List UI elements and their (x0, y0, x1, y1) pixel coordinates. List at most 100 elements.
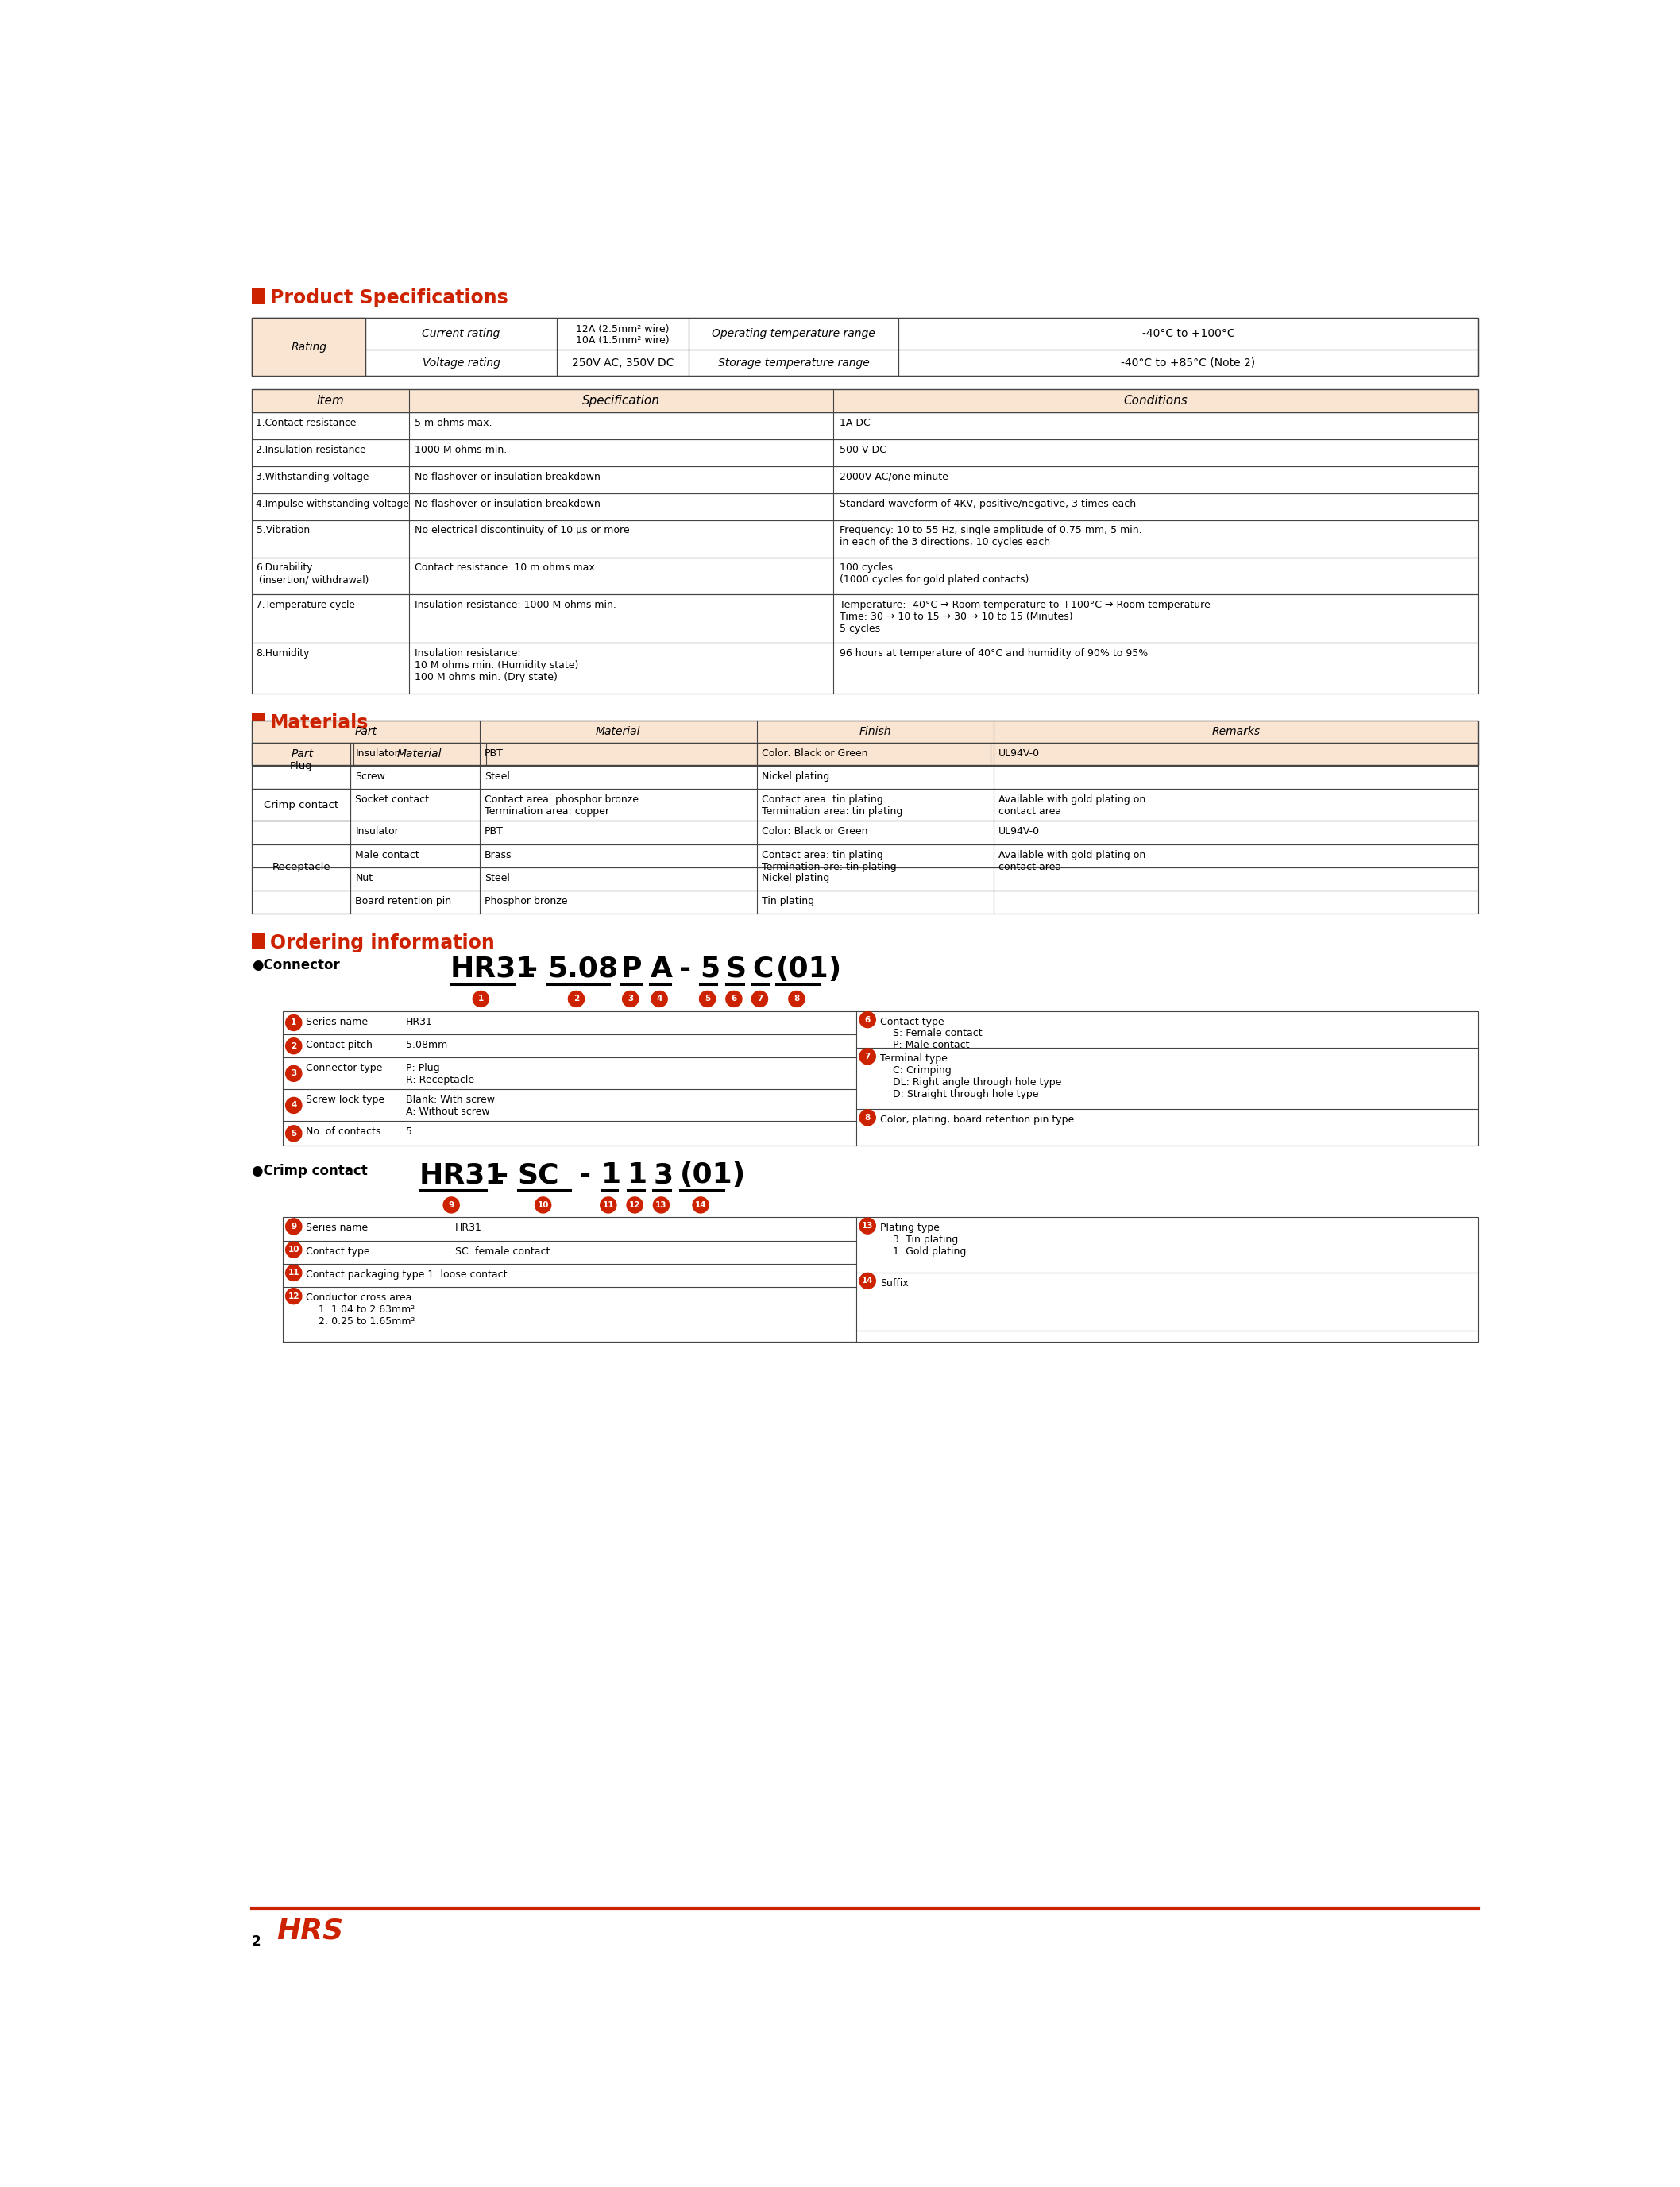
Text: 6: 6 (865, 1015, 870, 1024)
Text: 11: 11 (287, 1268, 299, 1277)
Bar (252, 595, 1478, 643)
Text: Contact area: tin plating
Termination area: tin plating: Contact area: tin plating Termination ar… (761, 794, 902, 818)
Text: Board retention pin: Board retention pin (354, 897, 452, 905)
Text: Material: Material (596, 726, 640, 737)
Text: 5: 5 (704, 995, 711, 1004)
Circle shape (788, 991, 805, 1006)
Text: 9: 9 (291, 1223, 297, 1231)
Bar (252, 643, 1478, 693)
Bar (252, 844, 1478, 868)
Text: No electrical discontinuity of 10 μs or more: No electrical discontinuity of 10 μs or … (415, 525, 630, 536)
Circle shape (692, 1196, 709, 1214)
Text: Contact pitch: Contact pitch (306, 1039, 373, 1050)
Text: -: - (580, 1161, 591, 1188)
Text: S: Female contact
    P: Male contact: S: Female contact P: Male contact (880, 1028, 983, 1050)
Text: (01): (01) (776, 956, 842, 982)
Text: Specification: Specification (583, 394, 660, 407)
Text: Steel: Steel (484, 873, 509, 884)
Text: 5.08mm: 5.08mm (407, 1039, 447, 1050)
Text: 5.08: 5.08 (548, 956, 618, 982)
Text: Material: Material (396, 748, 442, 759)
Text: -: - (526, 956, 538, 982)
Bar (899, 350, 1478, 376)
Text: 11: 11 (603, 1201, 615, 1209)
Circle shape (860, 1109, 875, 1126)
Bar (252, 289, 264, 304)
Text: P: P (622, 956, 642, 982)
Text: S: S (726, 956, 746, 982)
Circle shape (286, 1288, 302, 1303)
Text: Rating: Rating (291, 341, 326, 352)
Text: -: - (679, 956, 690, 982)
Bar (252, 934, 264, 949)
Text: Color, plating, board retention pin type: Color, plating, board retention pin type (880, 1115, 1074, 1124)
Text: HR31: HR31 (407, 1017, 433, 1028)
Text: 100 cycles
(1000 cycles for gold plated contacts): 100 cycles (1000 cycles for gold plated … (840, 562, 1030, 586)
Text: Nickel plating: Nickel plating (761, 873, 830, 884)
Bar (252, 317, 1478, 376)
Circle shape (860, 1013, 875, 1028)
Text: HRS: HRS (277, 1918, 343, 1944)
Text: 14: 14 (696, 1201, 707, 1209)
Circle shape (444, 1196, 459, 1214)
Text: 5: 5 (701, 956, 721, 982)
Circle shape (286, 1218, 302, 1233)
Circle shape (860, 1218, 875, 1233)
Text: 2000V AC/one minute: 2000V AC/one minute (840, 472, 949, 481)
Text: 1.Contact resistance: 1.Contact resistance (255, 418, 356, 429)
Text: 8.Humidity: 8.Humidity (255, 647, 309, 658)
Bar (366, 317, 556, 350)
Text: Contact type: Contact type (880, 1017, 944, 1028)
Text: 3.Withstanding voltage: 3.Withstanding voltage (255, 472, 370, 481)
Text: Conductor cross area
    1: 1.04 to 2.63mm²
    2: 0.25 to 1.65mm²: Conductor cross area 1: 1.04 to 2.63mm² … (306, 1293, 415, 1328)
Text: 5: 5 (291, 1128, 297, 1137)
Text: Suffix: Suffix (880, 1277, 909, 1288)
Text: Socket contact: Socket contact (354, 794, 428, 805)
Text: Storage temperature range: Storage temperature range (717, 356, 869, 367)
Bar (366, 350, 556, 376)
Text: Series name: Series name (306, 1223, 368, 1233)
Text: Item: Item (316, 394, 344, 407)
Text: Contact area: phosphor bronze
Termination area: copper: Contact area: phosphor bronze Terminatio… (484, 794, 638, 818)
Text: Operating temperature range: Operating temperature range (712, 328, 875, 339)
Bar (252, 765, 1478, 790)
Text: Voltage rating: Voltage rating (422, 356, 501, 367)
Text: 7: 7 (756, 995, 763, 1004)
Text: 2: 2 (252, 1933, 260, 1949)
Bar (252, 744, 1478, 765)
Circle shape (623, 991, 638, 1006)
Text: 3: 3 (628, 995, 633, 1004)
Text: Terminal type: Terminal type (880, 1054, 948, 1063)
Bar (252, 466, 1478, 492)
Bar (252, 558, 1478, 595)
Text: Frequency: 10 to 55 Hz, single amplitude of 0.75 mm, 5 min.
in each of the 3 dir: Frequency: 10 to 55 Hz, single amplitude… (840, 525, 1142, 547)
Text: 10A (1.5mm² wire): 10A (1.5mm² wire) (576, 335, 669, 346)
Text: A: A (650, 956, 672, 982)
Text: UL94V-0: UL94V-0 (998, 827, 1040, 838)
Text: Nickel plating: Nickel plating (761, 772, 830, 781)
Bar (556, 317, 689, 350)
Text: 96 hours at temperature of 40°C and humidity of 90% to 95%: 96 hours at temperature of 40°C and humi… (840, 647, 1147, 658)
Text: PBT: PBT (484, 827, 504, 838)
Bar (252, 890, 1478, 914)
Bar (252, 713, 264, 728)
Text: Contact packaging type 1: loose contact: Contact packaging type 1: loose contact (306, 1268, 507, 1279)
Text: Phosphor bronze: Phosphor bronze (484, 897, 568, 905)
Text: 3: 3 (654, 1161, 674, 1188)
Text: 4: 4 (657, 995, 662, 1004)
Text: PBT: PBT (484, 748, 504, 759)
Text: -40°C to +85°C (Note 2): -40°C to +85°C (Note 2) (1121, 356, 1255, 367)
Text: 1000 M ohms min.: 1000 M ohms min. (415, 444, 507, 455)
Circle shape (751, 991, 768, 1006)
Circle shape (627, 1196, 643, 1214)
Text: Tin plating: Tin plating (761, 897, 815, 905)
Text: P: Plug
R: Receptacle: P: Plug R: Receptacle (407, 1063, 474, 1085)
Circle shape (726, 991, 743, 1006)
Text: No flashover or insulation breakdown: No flashover or insulation breakdown (415, 472, 601, 481)
Bar (282, 1218, 1478, 1343)
Text: 1A DC: 1A DC (840, 418, 870, 429)
Text: Screw lock type: Screw lock type (306, 1096, 385, 1104)
Text: 2: 2 (291, 1041, 297, 1050)
Bar (252, 440, 1478, 466)
Text: Insulation resistance: 1000 M ohms min.: Insulation resistance: 1000 M ohms min. (415, 599, 617, 610)
